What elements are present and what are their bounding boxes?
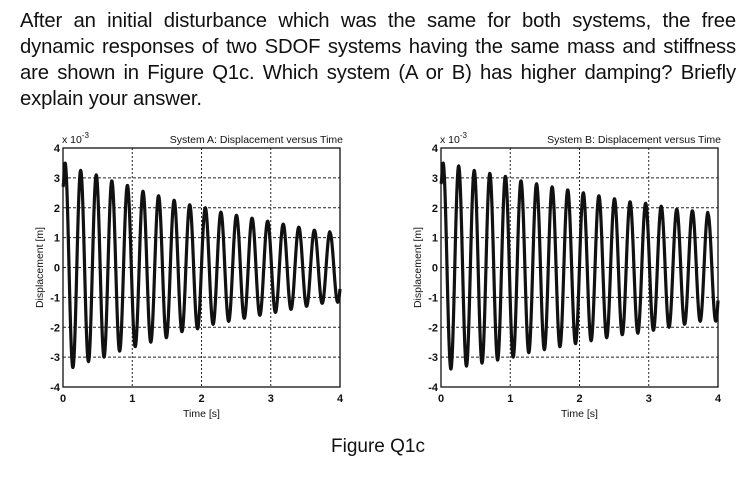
y-tick-label: 4 <box>432 143 439 155</box>
plot-system-b: 4 3 2 1 0 -1 -2 -3 -4 0 1 2 3 4 x 10-3 System B: Displa… <box>378 128 738 428</box>
plot-title: System A: Displacement versus Time <box>170 134 343 146</box>
y-tick-label: 0 <box>54 263 60 275</box>
y-tick-label: -3 <box>50 352 60 364</box>
y-tick-label: 2 <box>54 203 60 215</box>
y-axis-label: Displacement [m] <box>34 227 46 308</box>
x-tick-label: 3 <box>268 393 274 405</box>
x-tick-label: 3 <box>646 393 652 405</box>
x-axis-label: Time [s] <box>561 408 598 420</box>
x-axis-label: Time [s] <box>183 408 220 420</box>
displacement-curve <box>439 161 720 371</box>
x-tick-label: 4 <box>337 393 344 405</box>
y-tick-label: 2 <box>432 203 438 215</box>
y-tick-label: 3 <box>54 173 60 185</box>
y-tick-label: -4 <box>50 382 61 394</box>
plot-frame <box>440 147 719 388</box>
y-tick-label: -1 <box>50 292 60 304</box>
y-scale-label: x 10-3 <box>440 131 468 146</box>
x-tick-label: 2 <box>576 393 582 405</box>
x-tick-label: 4 <box>715 393 722 405</box>
y-axis-label: Displacement [m] <box>412 227 424 308</box>
y-scale-label: x 10-3 <box>62 131 90 146</box>
x-tick-label: 0 <box>60 393 66 405</box>
x-tick-label: 2 <box>198 393 204 405</box>
plot-title: System B: Displacement versus Time <box>547 134 721 146</box>
y-tick-label: -3 <box>428 352 438 364</box>
y-tick-label: 0 <box>432 263 438 275</box>
x-tick-label: 1 <box>507 393 513 405</box>
figure-caption: Figure Q1c <box>331 436 425 457</box>
x-tick-label: 0 <box>438 393 444 405</box>
y-tick-label: -4 <box>428 382 439 394</box>
y-tick-label: 4 <box>54 143 61 155</box>
x-tick-label: 1 <box>129 393 135 405</box>
displacement-curve <box>61 161 342 370</box>
y-tick-label: -2 <box>50 322 60 334</box>
y-tick-label: -2 <box>428 322 438 334</box>
plot-frame <box>62 147 341 388</box>
y-tick-label: -1 <box>428 292 438 304</box>
y-tick-label: 1 <box>54 233 60 245</box>
y-tick-label: 1 <box>432 233 438 245</box>
plot-system-a: 4 3 2 1 0 -1 -2 -3 -4 0 1 2 3 4 x 10-3 System A: Displa… <box>0 128 360 428</box>
question-text: After an initial disturbance which was t… <box>20 10 736 110</box>
y-tick-label: 3 <box>432 173 438 185</box>
